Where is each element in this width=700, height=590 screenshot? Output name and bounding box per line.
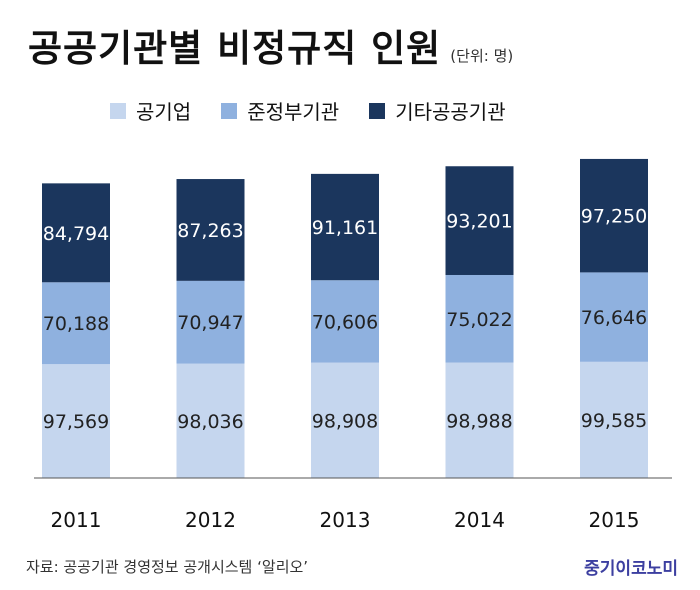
bar-2012-2 — [176, 179, 245, 281]
bar-2013-2 — [311, 173, 379, 281]
data-label-2015-0: 99,585 — [581, 410, 647, 432]
legend-swatch-1 — [221, 102, 238, 119]
data-label-2011-1: 70,188 — [43, 313, 109, 335]
legend-label-2: 기타공공기관 — [395, 100, 506, 124]
data-label-2013-2: 91,161 — [312, 217, 378, 239]
x-tick-label-2012: 2012 — [185, 508, 236, 532]
legend: 공기업 준정부기관 기타공공기관 — [110, 96, 506, 125]
chart-title: 공공기관별 비정규직 인원 — [28, 27, 442, 70]
data-label-2013-0: 98,908 — [312, 410, 378, 432]
legend-swatch-2 — [369, 102, 386, 119]
brand-logo: 중기이코노미 — [584, 559, 678, 579]
x-tick-label-2011: 2011 — [51, 508, 102, 532]
legend-item-1: 준정부기관 — [221, 96, 339, 125]
legend-item-0: 공기업 — [110, 96, 191, 125]
unit-label: (단위: 명) — [450, 47, 514, 65]
x-tick-label-2013: 2013 — [320, 508, 371, 532]
bar-2014-2 — [445, 166, 514, 275]
legend-swatch-0 — [110, 102, 126, 119]
x-tick-label-2015: 2015 — [589, 508, 640, 532]
bar-2011-2 — [42, 183, 110, 283]
bar-2015-0 — [580, 361, 648, 478]
legend-label-1: 준정부기관 — [247, 100, 340, 124]
data-label-2012-1: 70,947 — [177, 312, 243, 334]
data-label-2015-1: 76,646 — [581, 307, 647, 329]
legend-label-0: 공기업 — [136, 100, 192, 124]
bar-2011-0 — [42, 364, 110, 478]
data-label-2012-2: 87,263 — [177, 220, 243, 242]
title-row: 공공기관별 비정규직 인원 (단위: 명) — [28, 18, 513, 72]
bar-2013-0 — [311, 362, 379, 478]
bar-2012-1 — [176, 280, 245, 364]
x-tick-label-2014: 2014 — [454, 508, 505, 532]
data-label-2014-2: 93,201 — [446, 211, 512, 233]
data-label-2014-0: 98,988 — [446, 410, 512, 432]
data-label-2014-1: 75,022 — [446, 309, 512, 331]
data-label-2013-1: 70,606 — [312, 311, 378, 333]
data-label-2011-0: 97,569 — [43, 411, 109, 433]
data-label-2015-2: 97,250 — [581, 206, 647, 228]
bar-2013-1 — [311, 280, 379, 363]
bar-2015-1 — [580, 272, 648, 362]
source-note: 자료: 공공기관 경영정보 공개시스템 ‘알리오’ — [26, 558, 309, 576]
bar-2014-0 — [445, 362, 514, 478]
bar-2011-1 — [42, 282, 110, 365]
bar-2015-2 — [580, 158, 648, 273]
legend-item-2: 기타공공기관 — [369, 96, 506, 125]
bar-2012-0 — [176, 363, 245, 478]
data-label-2011-2: 84,794 — [43, 223, 109, 245]
data-label-2012-0: 98,036 — [177, 411, 243, 433]
bar-2014-1 — [445, 274, 514, 363]
